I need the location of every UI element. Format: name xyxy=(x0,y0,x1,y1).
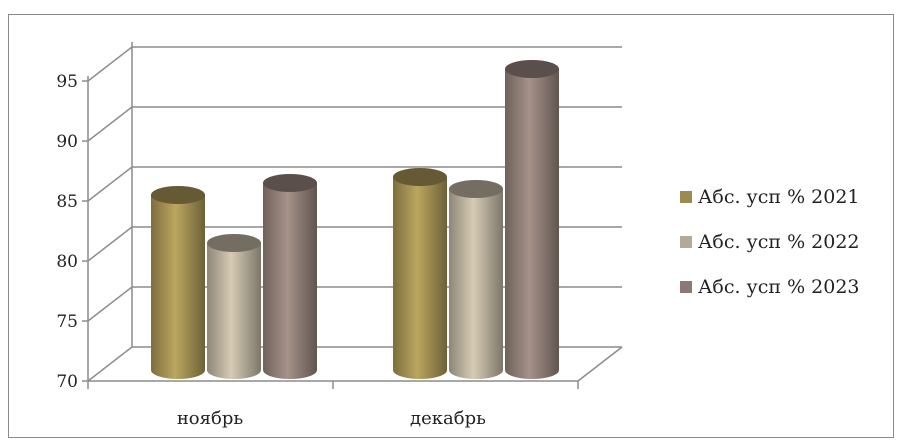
bar-декабрь-1 xyxy=(449,189,503,379)
bar-top-ноябрь-2 xyxy=(263,174,317,192)
legend-label-2023: Абс. усп % 2023 xyxy=(698,275,860,298)
chart-frame xyxy=(8,14,894,438)
bar-top-декабрь-0 xyxy=(393,168,447,186)
gridline-side xyxy=(87,166,133,202)
bar-декабрь-2 xyxy=(505,69,559,379)
gridline-side xyxy=(87,286,133,322)
bar-top-декабрь-1 xyxy=(449,180,503,198)
bar-ноябрь-2 xyxy=(263,183,317,379)
legend: Абс. усп % 2021 Абс. усп % 2022 Абс. усп… xyxy=(680,174,860,309)
gridline-side xyxy=(87,46,133,82)
legend-label-2021: Абс. усп % 2021 xyxy=(698,185,860,208)
gridline-side xyxy=(87,346,133,382)
bar-декабрь-0 xyxy=(393,177,447,379)
gridline-side xyxy=(87,226,133,262)
bar-ноябрь-1 xyxy=(207,243,261,379)
y-tick-label: 95 xyxy=(56,72,78,92)
y-tick-label: 80 xyxy=(56,252,78,272)
gridline-side xyxy=(87,106,133,142)
legend-swatch-2022 xyxy=(680,235,692,248)
legend-item-2021: Абс. усп % 2021 xyxy=(680,174,860,219)
floor-right-edge xyxy=(577,346,623,382)
bar-top-декабрь-2 xyxy=(505,60,559,78)
legend-swatch-2021 xyxy=(680,190,692,203)
x-category-label: ноябрь xyxy=(177,408,244,429)
legend-item-2022: Абс. усп % 2022 xyxy=(680,219,860,264)
bar-top-ноябрь-0 xyxy=(151,186,205,204)
y-tick-label: 70 xyxy=(56,372,78,392)
y-tick-label: 75 xyxy=(56,312,78,332)
x-category-label: декабрь xyxy=(410,408,486,429)
legend-label-2022: Абс. усп % 2022 xyxy=(698,230,860,253)
legend-swatch-2023 xyxy=(680,280,692,293)
bar-ноябрь-0 xyxy=(151,195,205,379)
y-tick-label: 85 xyxy=(56,192,78,212)
legend-item-2023: Абс. усп % 2023 xyxy=(680,264,860,309)
bar-top-ноябрь-1 xyxy=(207,234,261,252)
y-tick-label: 90 xyxy=(56,132,78,152)
